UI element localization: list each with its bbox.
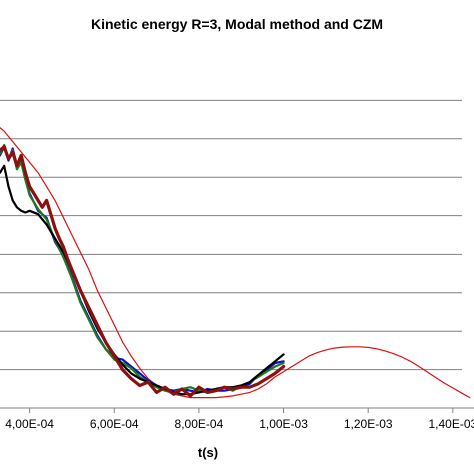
series-line-3 — [0, 164, 285, 396]
x-tick-label-2: 8,00E-04 — [175, 417, 224, 431]
x-tick-label-5: 1,40E-03 — [428, 417, 474, 431]
series-group — [0, 127, 471, 399]
series-line-0 — [0, 145, 285, 394]
series-line-1 — [0, 143, 285, 394]
series-line-4 — [0, 127, 471, 399]
series-line-2 — [0, 145, 286, 398]
x-tick-label-0: 4,00E-04 — [5, 417, 54, 431]
x-axis-label: t(s) — [198, 445, 218, 460]
x-tick-label-4: 1,20E-03 — [344, 417, 393, 431]
gridlines — [0, 99, 462, 371]
x-tick-label-3: 1,00E-03 — [259, 417, 308, 431]
x-tick-label-1: 6,00E-04 — [90, 417, 139, 431]
x-tick-labels: 4,00E-04 6,00E-04 8,00E-04 1,00E-03 1,20E-03… — [5, 417, 474, 431]
chart-title: Kinetic energy R=3, Modal method and CZM — [91, 16, 383, 32]
x-axis — [0, 407, 474, 413]
